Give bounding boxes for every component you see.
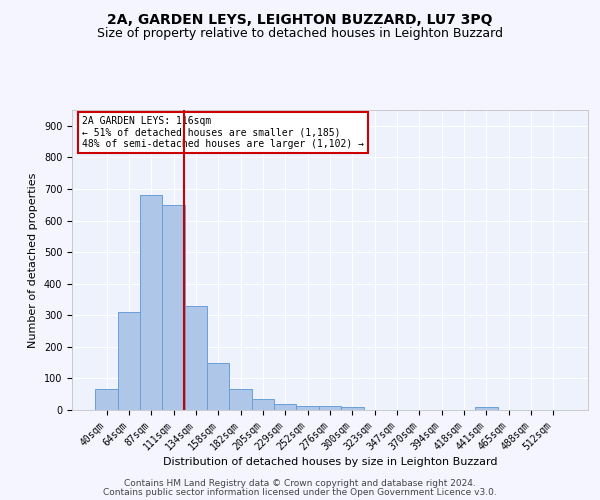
Bar [229, 390, 252, 410]
Y-axis label: Number of detached properties: Number of detached properties [28, 172, 38, 348]
Bar [140, 196, 163, 410]
X-axis label: Distribution of detached houses by size in Leighton Buzzard: Distribution of detached houses by size … [163, 458, 497, 468]
Text: 2A, GARDEN LEYS, LEIGHTON BUZZARD, LU7 3PQ: 2A, GARDEN LEYS, LEIGHTON BUZZARD, LU7 3… [107, 12, 493, 26]
Bar [319, 406, 341, 410]
Text: Size of property relative to detached houses in Leighton Buzzard: Size of property relative to detached ho… [97, 28, 503, 40]
Bar [252, 399, 274, 410]
Bar [341, 408, 364, 410]
Bar [207, 362, 229, 410]
Text: 2A GARDEN LEYS: 116sqm
← 51% of detached houses are smaller (1,185)
48% of semi-: 2A GARDEN LEYS: 116sqm ← 51% of detached… [82, 116, 364, 149]
Text: Contains HM Land Registry data © Crown copyright and database right 2024.: Contains HM Land Registry data © Crown c… [124, 478, 476, 488]
Bar [163, 204, 185, 410]
Bar [95, 390, 118, 410]
Bar [118, 312, 140, 410]
Bar [185, 306, 207, 410]
Bar [475, 407, 497, 410]
Text: Contains public sector information licensed under the Open Government Licence v3: Contains public sector information licen… [103, 488, 497, 497]
Bar [274, 404, 296, 410]
Bar [296, 406, 319, 410]
